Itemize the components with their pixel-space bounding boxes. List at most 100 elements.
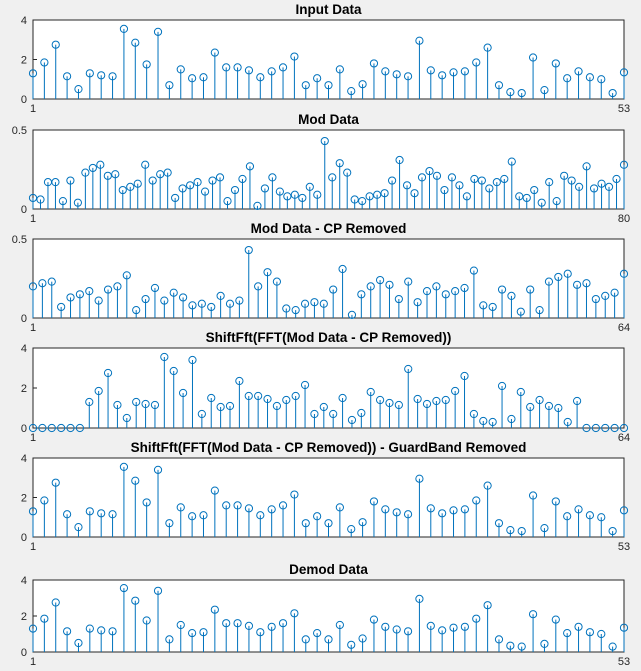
stem-marker [28,423,38,433]
stem-marker [186,181,195,190]
stem-marker [141,160,150,169]
stem-marker [610,288,619,297]
stem-marker [517,642,526,651]
stem-marker [222,501,231,510]
stem-marker [96,160,105,169]
stem-marker [554,403,563,413]
stem-marker [438,509,447,518]
stem-marker [494,81,504,90]
stem-marker [375,275,385,285]
stem-marker [387,176,397,185]
stem-marker [208,176,217,185]
stem-marker [619,506,629,515]
stem-marker [310,409,319,419]
stem-marker [357,408,366,418]
stem-marker [395,155,404,165]
stem-marker [230,185,240,195]
y-tick-label: 0 [21,532,27,544]
stem-marker [216,291,225,300]
stem-marker [483,43,492,52]
stem-marker [40,496,49,505]
stem-marker [178,184,187,193]
stem-marker [479,301,488,310]
stem-marker [103,368,113,378]
stem-marker [597,629,606,639]
stem-marker [328,173,337,182]
stem-marker [75,290,85,299]
stem-marker [97,626,106,635]
stem-marker [319,299,328,308]
subplot-title: Mod Data [298,112,359,127]
stem-marker [245,162,255,171]
stem-marker [131,476,140,485]
stem-marker [425,166,434,176]
stem-marker [278,63,288,72]
stem-marker [441,395,450,405]
stem-marker [619,269,629,278]
stem-marker [267,67,276,76]
stem-marker [111,170,120,179]
stem-marker [488,417,497,427]
stem-marker [85,624,94,633]
stem-marker [278,619,288,628]
y-tick-label: 2 [21,493,27,505]
stem-marker [40,614,49,623]
stem-marker [254,391,263,401]
y-tick-label: 0 [21,204,27,216]
stem-marker [57,302,66,312]
stem-marker [552,197,561,206]
stem-marker [582,162,591,171]
stem-marker [301,519,310,528]
stem-marker [426,66,435,75]
stem-marker [207,393,216,403]
stem-marker [156,170,165,179]
stem-marker [233,63,242,72]
stem-marker [119,584,129,593]
stem-marker [282,395,291,405]
stem-marker [260,184,270,193]
stem-marker [244,66,254,75]
y-tick-label: 0 [21,313,27,325]
stem-marker [394,400,403,410]
stem-marker [338,264,347,274]
stem-marker [103,285,113,294]
stem-marker [223,197,232,206]
stem-marker [28,624,38,633]
stem-marker [392,70,401,79]
stem-marker [350,195,359,204]
stem-marker [165,635,174,644]
stem-marker [413,298,422,307]
stem-marker [358,634,367,643]
subplot-title: Demod Data [289,562,368,577]
stem-marker [426,621,435,631]
stem-marker [51,478,60,487]
stem-marker [472,58,481,67]
stem-marker [235,296,244,305]
stem-marker [381,622,390,631]
y-tick-label: 4 [21,343,27,355]
stem-marker [188,355,197,365]
x-tick-label: 1 [30,656,36,668]
stem-marker [483,601,492,610]
stem-marker [57,423,66,433]
stem-marker [313,629,322,638]
stem-marker [263,268,272,277]
stem-marker [347,525,356,534]
stem-marker [545,178,554,187]
x-tick-label: 53 [618,541,630,553]
stem-marker [335,159,344,168]
x-tick-label: 53 [618,103,630,115]
stem-marker [169,288,178,297]
stem-marker [94,386,103,396]
stem-marker [47,277,56,286]
stem-marker [272,277,282,286]
stem-marker [66,293,75,302]
stem-marker [528,491,538,500]
stem-marker [582,423,591,433]
stem-marker [451,287,460,296]
y-tick-label: 0 [21,647,27,659]
stem-marker [500,174,509,184]
stem-marker [188,512,197,521]
stem-marker [283,192,292,201]
stem-marker [619,423,629,433]
